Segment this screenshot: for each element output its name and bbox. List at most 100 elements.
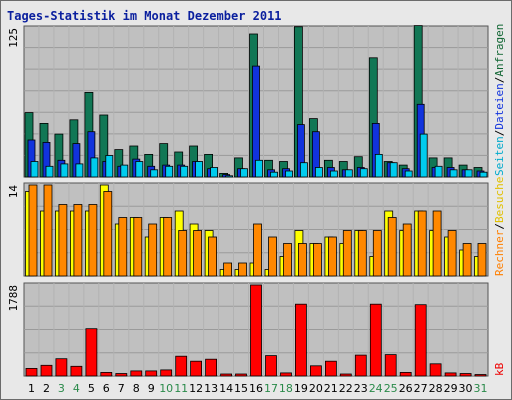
bar-seiten-day-17	[270, 171, 278, 178]
legend-top-item-4: Anfragen	[493, 24, 506, 77]
x-label-day-23: 23	[354, 382, 368, 395]
bar-seiten-day-13	[210, 167, 219, 178]
x-label-day-19: 19	[294, 382, 308, 395]
bar-kb-day-1	[25, 367, 38, 377]
legend-middle-item-1: /	[493, 223, 506, 230]
x-label-day-30: 30	[459, 382, 473, 395]
bar-rechner-day-14	[223, 262, 233, 277]
bar-rechner-day-19	[297, 243, 307, 277]
x-label-day-7: 7	[118, 382, 125, 395]
bar-rechner-day-25	[387, 217, 397, 277]
bar-seiten-day-12	[195, 161, 204, 178]
bar-rechner-day-18	[283, 243, 292, 277]
bar-rechner-day-2	[43, 184, 53, 277]
bar-seiten-day-7	[120, 164, 129, 178]
x-label-day-27: 27	[414, 382, 428, 395]
x-label-day-9: 9	[148, 382, 155, 395]
bar-kb-day-3	[55, 358, 68, 377]
bar-seiten-day-19	[299, 162, 308, 178]
x-label-day-22: 22	[339, 382, 353, 395]
bar-seiten-day-10	[165, 165, 174, 178]
bar-kb-day-4	[70, 365, 83, 377]
bar-seiten-day-29	[449, 169, 458, 178]
y-max-label-middle: 14	[7, 185, 20, 199]
bar-seiten-day-8	[135, 161, 144, 178]
bar-rechner-day-17	[268, 236, 277, 277]
bottom-bars	[25, 284, 487, 377]
x-label-day-12: 12	[189, 382, 203, 395]
bar-rechner-day-23	[357, 230, 367, 277]
legend-bottom-item-0: kB	[493, 362, 506, 376]
x-label-day-28: 28	[429, 382, 443, 395]
bar-seiten-day-2	[45, 165, 54, 178]
bar-rechner-day-24	[372, 230, 382, 277]
bar-seiten-day-28	[434, 165, 443, 178]
bar-seiten-day-1	[30, 161, 39, 178]
x-label-day-17: 17	[264, 382, 278, 395]
x-label-day-6: 6	[103, 382, 110, 395]
legend-middle: Rechner/Besuche	[493, 177, 506, 276]
bar-rechner-day-13	[208, 236, 218, 277]
bar-seiten-day-22	[344, 169, 353, 178]
bar-kb-day-5	[85, 328, 98, 377]
x-label-day-5: 5	[88, 382, 95, 395]
bar-seiten-day-5	[90, 157, 99, 178]
bar-kb-day-30	[459, 373, 472, 377]
bar-kb-day-29	[444, 372, 457, 377]
x-label-day-16: 16	[249, 382, 263, 395]
legend-top: Seiten/Dateien/Anfragen	[493, 24, 506, 176]
bar-kb-day-28	[429, 363, 442, 377]
bar-seiten-day-27	[419, 133, 428, 178]
bar-rechner-day-27	[417, 210, 427, 277]
bar-seiten-day-4	[75, 163, 84, 178]
bar-seiten-day-31	[479, 171, 488, 178]
bar-seiten-day-15	[240, 168, 248, 178]
x-label-day-2: 2	[43, 382, 50, 395]
bar-seiten-day-16	[255, 159, 263, 178]
bar-kb-day-11	[175, 355, 188, 377]
bar-rechner-day-1	[28, 184, 38, 277]
bar-seiten-day-20	[314, 167, 323, 178]
legend-middle-item-2: Besuche	[493, 177, 506, 223]
bar-kb-day-20	[309, 365, 322, 377]
x-label-day-10: 10	[159, 382, 173, 395]
bar-rechner-day-29	[447, 230, 457, 277]
bar-kb-day-7	[115, 373, 128, 377]
x-label-day-14: 14	[219, 382, 233, 395]
top-bars	[24, 25, 488, 178]
legend-middle-item-0: Rechner	[493, 229, 506, 276]
bar-kb-day-27	[414, 304, 427, 377]
bar-kb-day-13	[205, 358, 218, 377]
middle-bars	[25, 184, 487, 277]
bar-kb-day-6	[100, 371, 113, 377]
legend-top-item-1: /	[493, 130, 506, 137]
bar-rechner-day-10	[163, 217, 173, 277]
bar-kb-day-2	[40, 364, 53, 377]
bar-seiten-day-11	[180, 165, 189, 178]
bar-rechner-day-30	[462, 243, 472, 277]
bar-rechner-day-3	[58, 204, 68, 277]
bar-rechner-day-7	[118, 217, 128, 277]
bar-seiten-day-23	[359, 168, 368, 178]
bar-kb-day-10	[160, 369, 173, 377]
x-axis-labels: 1 2 3 4 5 6 7 8 9 10 11 12 13 14 15 16 17 18 19 20 21 22 23 24 2…	[28, 382, 488, 395]
x-label-day-31: 31	[474, 382, 488, 395]
bar-rechner-day-31	[477, 243, 487, 277]
bar-kb-day-25	[384, 354, 397, 377]
x-label-day-20: 20	[309, 382, 323, 395]
x-label-day-13: 13	[204, 382, 218, 395]
x-label-day-24: 24	[369, 382, 383, 395]
legend-top-item-3: /	[493, 77, 506, 84]
bar-seiten-day-25	[389, 162, 398, 178]
bar-kb-day-16	[250, 284, 262, 377]
bar-rechner-day-21	[327, 236, 337, 277]
chart-title: Tages-Statistik im Monat Dezember 2011	[7, 9, 282, 23]
bar-kb-day-17	[265, 355, 277, 377]
bar-seiten-day-21	[329, 170, 338, 178]
x-label-day-4: 4	[73, 382, 80, 395]
x-label-day-25: 25	[384, 382, 398, 395]
bar-kb-day-23	[354, 354, 367, 377]
x-label-day-18: 18	[279, 382, 293, 395]
bar-rechner-day-4	[73, 204, 83, 277]
